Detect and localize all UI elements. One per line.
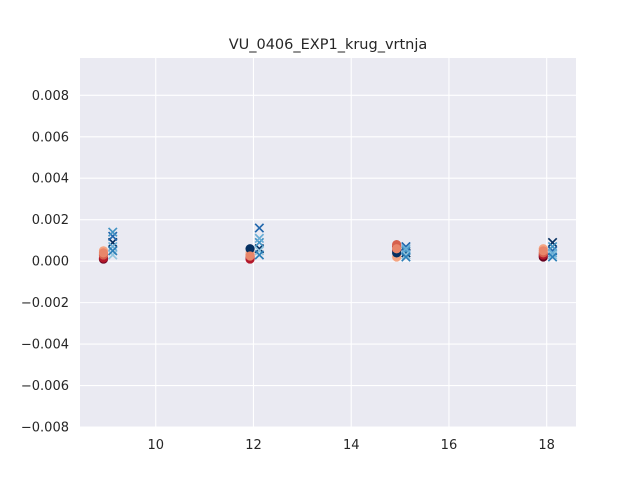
scatter-point-x xyxy=(254,237,265,248)
x-tick-label: 12 xyxy=(245,438,262,453)
scatter-point-x xyxy=(547,252,558,262)
scatter-point-x xyxy=(547,248,558,258)
data-points xyxy=(98,223,558,264)
y-axis-tick-labels: −0.008 −0.006 −0.004 −0.002 0.000 0.002 0.004 0… xyxy=(21,89,69,436)
scatter-point-x xyxy=(107,231,118,242)
scatter-point-x xyxy=(547,250,558,260)
scatter-point-circle xyxy=(392,244,402,254)
y-tick-label: −0.006 xyxy=(21,379,69,394)
scatter-point-x xyxy=(547,237,558,248)
chart-title: VU_0406_EXP1_krug_vrtnja xyxy=(229,37,428,53)
x-tick-label: 16 xyxy=(441,438,458,453)
scatter-point-x xyxy=(401,252,411,262)
x-axis-tick-labels: 10 12 14 16 18 xyxy=(147,438,554,453)
y-tick-label: 0.000 xyxy=(32,255,69,270)
scatter-point-x xyxy=(401,241,411,252)
grid-lines xyxy=(80,58,576,428)
scatter-point-circle xyxy=(245,251,255,261)
y-tick-label: 0.004 xyxy=(32,172,69,187)
x-tick-label: 18 xyxy=(538,438,555,453)
scatter-point-circle xyxy=(538,246,548,256)
scatter-point-circle xyxy=(245,244,255,254)
y-tick-label: −0.008 xyxy=(21,421,69,436)
scatter-point-x xyxy=(107,245,118,256)
scatter-point-x xyxy=(107,250,118,260)
scatter-point-x xyxy=(401,243,411,254)
x-tick-label: 10 xyxy=(147,438,164,453)
scatter-point-x xyxy=(107,227,118,237)
x-tick-label: 14 xyxy=(343,438,360,453)
y-tick-label: 0.002 xyxy=(32,213,69,228)
y-tick-label: 0.006 xyxy=(32,130,69,145)
y-tick-label: −0.002 xyxy=(21,296,69,311)
y-tick-label: −0.004 xyxy=(21,338,69,353)
plot-area xyxy=(80,58,576,427)
scatter-point-x xyxy=(107,241,118,252)
y-tick-label: 0.008 xyxy=(32,89,69,104)
scatter-point-x xyxy=(254,223,265,233)
scatter-point-x xyxy=(254,233,265,244)
scatter-point-x xyxy=(254,250,265,260)
scatter-point-circle xyxy=(98,248,109,258)
scatter-point-x xyxy=(254,245,265,256)
